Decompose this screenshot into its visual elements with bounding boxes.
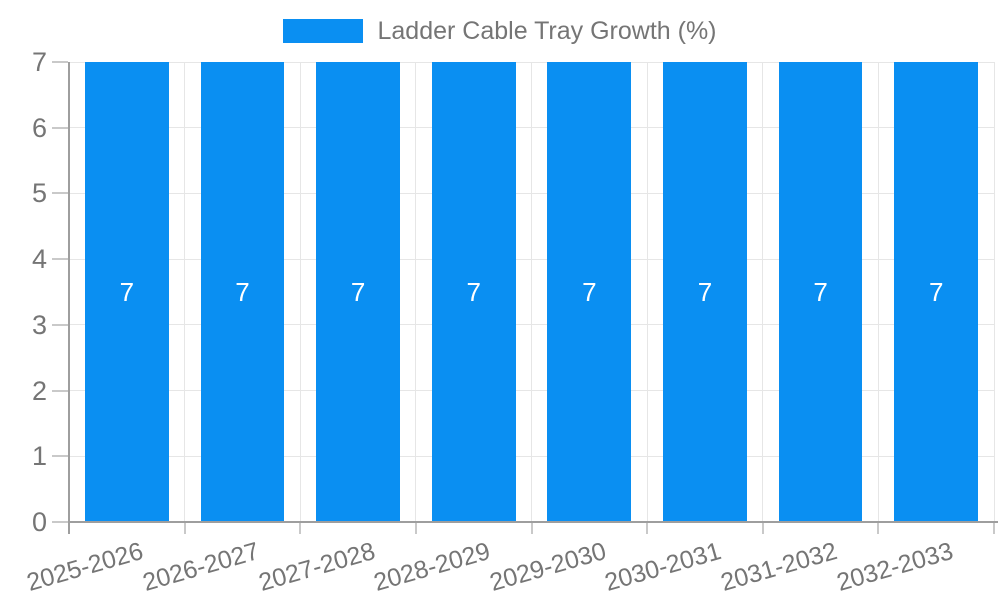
x-axis-tick-label: 2031-2032 xyxy=(717,537,841,597)
x-gridline xyxy=(299,62,301,522)
bar[interactable]: 7 xyxy=(316,62,400,522)
bar-value-label: 7 xyxy=(697,276,713,307)
y-tick-mark xyxy=(52,126,68,129)
y-axis-tick-label: 1 xyxy=(31,441,47,472)
bar-value-label: 7 xyxy=(928,276,944,307)
bar[interactable]: 7 xyxy=(84,62,169,522)
y-tick-mark xyxy=(52,521,68,523)
bar[interactable]: 7 xyxy=(200,62,285,522)
y-tick-mark xyxy=(52,389,68,392)
legend-label: Ladder Cable Tray Growth (%) xyxy=(377,17,717,45)
x-axis-tick-label: 2029-2030 xyxy=(486,537,610,597)
y-axis-tick-label: 6 xyxy=(31,112,47,143)
y-tick-mark xyxy=(52,258,68,261)
x-gridline xyxy=(415,62,417,522)
x-tick-mark xyxy=(530,523,533,534)
bar-value-label: 7 xyxy=(350,276,366,307)
y-tick-mark xyxy=(52,455,68,458)
legend-swatch xyxy=(283,19,364,43)
x-axis-tick-label: 2026-2027 xyxy=(139,537,263,597)
x-gridline xyxy=(531,62,532,522)
x-tick-mark xyxy=(993,523,995,534)
y-axis-tick-label: 4 xyxy=(31,244,47,275)
x-tick-mark xyxy=(761,523,764,534)
y-axis-tick-label: 7 xyxy=(31,47,47,77)
x-axis-line xyxy=(68,521,998,523)
y-axis-tick-label: 2 xyxy=(31,375,47,406)
bar[interactable]: 7 xyxy=(894,62,979,522)
bar[interactable]: 7 xyxy=(663,62,747,522)
x-axis-tick-label: 2028-2029 xyxy=(370,537,494,597)
x-tick-mark xyxy=(414,523,417,534)
x-gridline xyxy=(877,62,879,522)
x-gridline xyxy=(184,62,186,522)
bar[interactable]: 7 xyxy=(431,62,516,522)
y-axis-tick-label: 3 xyxy=(31,309,47,340)
y-axis-tick-label: 0 xyxy=(31,507,47,537)
y-tick-mark xyxy=(52,192,68,195)
x-axis-tick-label: 2030-2031 xyxy=(602,537,725,597)
bar-value-label: 7 xyxy=(813,276,828,307)
legend: Ladder Cable Tray Growth (%) xyxy=(0,17,1000,45)
x-tick-mark xyxy=(646,523,649,534)
y-axis-tick-label: 5 xyxy=(31,178,47,209)
x-gridline xyxy=(762,62,764,522)
x-tick-mark xyxy=(299,523,302,534)
y-tick-mark xyxy=(52,323,68,326)
bar[interactable]: 7 xyxy=(778,62,863,522)
bar-value-label: 7 xyxy=(119,276,135,307)
x-axis-tick-label: 2027-2028 xyxy=(255,537,378,597)
x-gridline xyxy=(993,62,995,522)
x-axis-tick-label: 2032-2033 xyxy=(833,537,956,597)
bar[interactable]: 7 xyxy=(547,62,632,522)
x-axis-tick-label: 2025-2026 xyxy=(23,537,147,597)
x-tick-mark xyxy=(183,523,186,534)
x-tick-mark xyxy=(877,523,880,534)
bar-value-label: 7 xyxy=(235,276,250,307)
bar-value-label: 7 xyxy=(582,276,597,307)
x-gridline xyxy=(646,62,648,522)
y-axis-line xyxy=(68,62,70,534)
y-tick-mark xyxy=(52,61,68,63)
bar-value-label: 7 xyxy=(466,276,481,307)
